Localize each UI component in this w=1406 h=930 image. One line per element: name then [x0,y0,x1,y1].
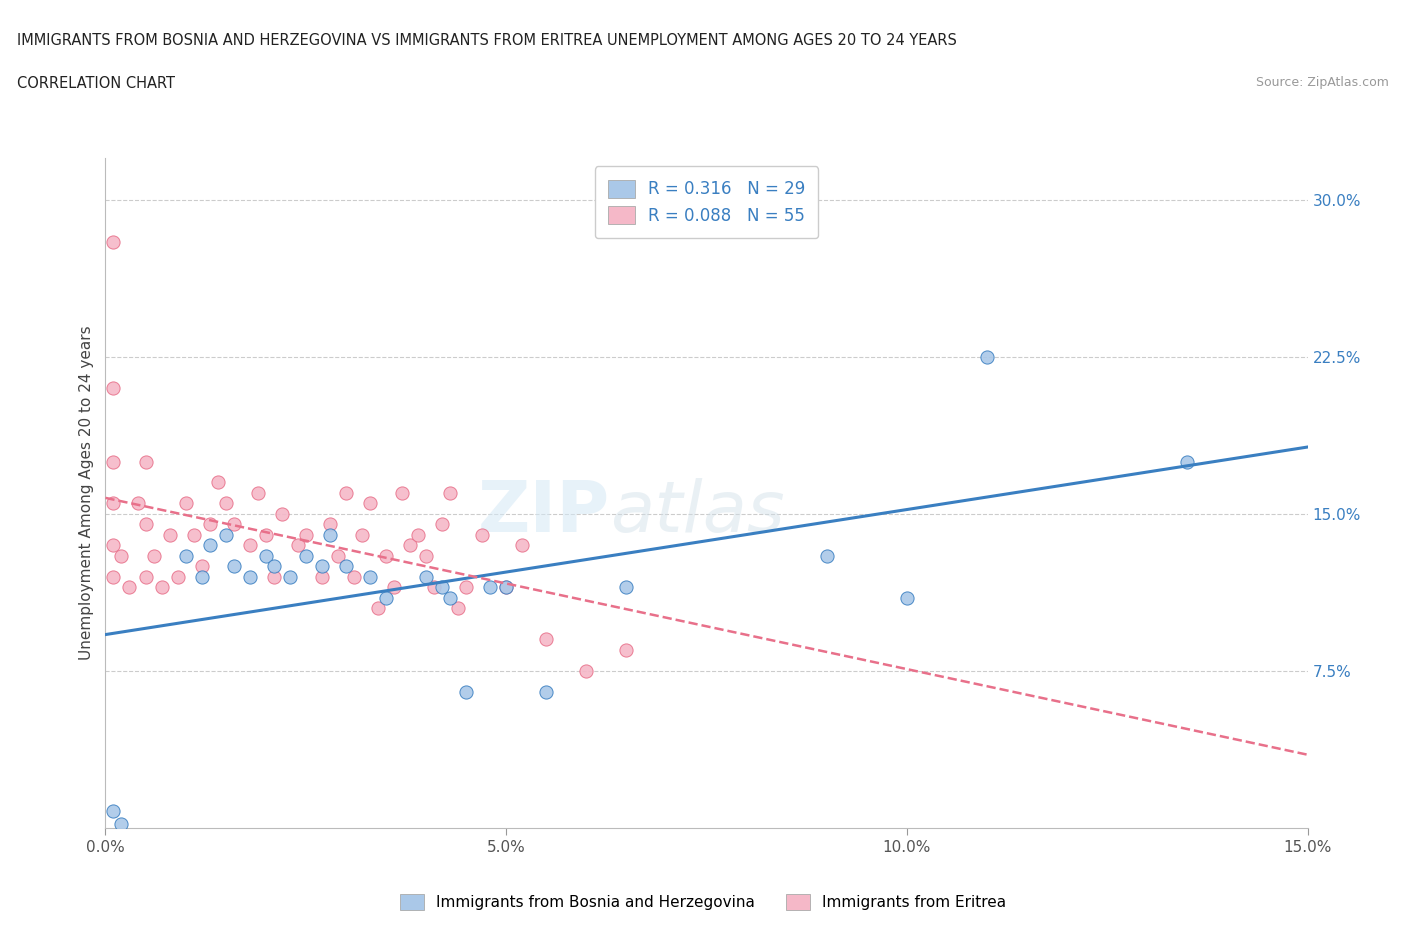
Point [127,496,149,511]
Text: ZIP: ZIP [478,479,610,548]
Point [374,591,398,605]
Point [1177,454,1199,469]
Point [430,579,453,594]
Point [278,569,301,584]
Point [319,527,342,542]
Point [415,569,437,584]
Point [616,579,638,594]
Point [110,548,132,563]
Text: IMMIGRANTS FROM BOSNIA AND HERZEGOVINA VS IMMIGRANTS FROM ERITREA UNEMPLOYMENT A: IMMIGRANTS FROM BOSNIA AND HERZEGOVINA V… [17,33,956,47]
Point [454,579,477,594]
Point [135,454,157,469]
Point [415,548,437,563]
Point [319,517,342,532]
Point [103,804,125,818]
Point [150,579,173,594]
Point [174,548,197,563]
Point [439,485,461,500]
Point [479,579,502,594]
Point [263,559,285,574]
Point [166,569,188,584]
Point [270,506,292,521]
Point [896,591,918,605]
Point [159,527,181,542]
Legend: Immigrants from Bosnia and Herzegovina, Immigrants from Eritrea: Immigrants from Bosnia and Herzegovina, … [392,886,1014,918]
Point [335,485,357,500]
Point [367,601,389,616]
Point [430,517,453,532]
Point [295,548,318,563]
Point [103,538,125,552]
Point [142,548,165,563]
Point [263,569,285,584]
Point [343,569,366,584]
Point [190,559,212,574]
Point [382,579,405,594]
Point [399,538,422,552]
Point [174,496,197,511]
Point [190,569,212,584]
Point [534,684,557,699]
Point [103,381,125,396]
Point [103,234,125,249]
Point [214,496,236,511]
Point [471,527,494,542]
Point [118,579,141,594]
Point [454,684,477,699]
Point [359,496,381,511]
Text: CORRELATION CHART: CORRELATION CHART [17,76,174,91]
Point [207,475,229,490]
Point [616,643,638,658]
Point [534,632,557,647]
Point [495,579,517,594]
Point [391,485,413,500]
Point [239,538,262,552]
Y-axis label: Unemployment Among Ages 20 to 24 years: Unemployment Among Ages 20 to 24 years [79,326,94,660]
Point [311,559,333,574]
Point [239,569,262,584]
Text: Source: ZipAtlas.com: Source: ZipAtlas.com [1256,76,1389,89]
Point [214,527,236,542]
Point [287,538,309,552]
Point [976,350,998,365]
Text: atlas: atlas [610,479,785,548]
Point [110,817,132,831]
Point [198,517,221,532]
Point [222,559,245,574]
Point [575,663,598,678]
Point [326,548,349,563]
Point [135,569,157,584]
Point [103,454,125,469]
Point [495,579,517,594]
Point [815,548,838,563]
Point [183,527,205,542]
Point [374,548,398,563]
Point [350,527,373,542]
Point [254,548,277,563]
Point [254,527,277,542]
Point [246,485,269,500]
Point [135,517,157,532]
Point [198,538,221,552]
Point [103,496,125,511]
Point [335,559,357,574]
Point [439,591,461,605]
Point [423,579,446,594]
Point [311,569,333,584]
Point [359,569,381,584]
Point [222,517,245,532]
Point [406,527,429,542]
Point [295,527,318,542]
Point [447,601,470,616]
Point [510,538,533,552]
Legend: R = 0.316   N = 29, R = 0.088   N = 55: R = 0.316 N = 29, R = 0.088 N = 55 [595,166,818,238]
Point [103,569,125,584]
